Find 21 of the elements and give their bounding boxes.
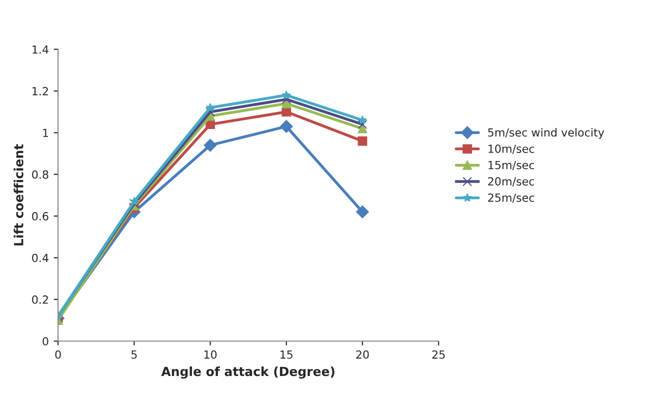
y-axis-title: Lift coefficient bbox=[14, 144, 24, 246]
x-tick-label: 10 bbox=[204, 350, 217, 359]
x-tick-label: 5 bbox=[131, 350, 137, 359]
legend-label: 5m/sec wind velocity bbox=[488, 128, 604, 139]
x-tick-label: 0 bbox=[55, 350, 61, 359]
x-tick-label: 25 bbox=[432, 350, 445, 359]
y-tick-label: 1.4 bbox=[32, 45, 48, 54]
y-tick-label: 0.8 bbox=[32, 170, 48, 179]
y-tick-label: 0.6 bbox=[32, 212, 48, 220]
y-tick-label: 1 bbox=[43, 128, 48, 137]
legend-label: 10m/sec bbox=[488, 144, 534, 154]
y-tick-label: 0.2 bbox=[32, 295, 48, 304]
y-tick-label: 0.4 bbox=[32, 254, 48, 262]
x-tick-label: 15 bbox=[280, 350, 292, 359]
x-tick-label: 20 bbox=[356, 350, 369, 359]
x-axis-title: Angle of attack (Degree) bbox=[161, 366, 334, 379]
legend-label: 25m/sec bbox=[488, 193, 534, 203]
y-tick-label: 0 bbox=[42, 337, 48, 346]
legend-label: 15m/sec bbox=[488, 161, 534, 170]
y-tick-label: 1.2 bbox=[32, 86, 48, 96]
legend-label: 20m/sec bbox=[488, 177, 534, 186]
